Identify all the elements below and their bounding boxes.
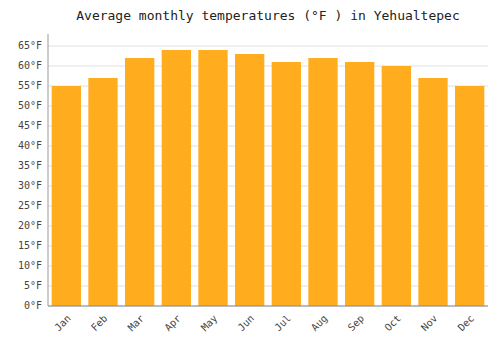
- x-tick-label: Sep: [346, 313, 367, 334]
- bar: [52, 86, 81, 306]
- bar: [418, 78, 447, 306]
- x-tick-label: Aug: [309, 313, 330, 334]
- x-tick-label: Jun: [236, 313, 257, 334]
- y-tick-label: 25°F: [18, 200, 42, 211]
- y-tick-label: 15°F: [18, 240, 42, 251]
- y-tick-label: 40°F: [18, 140, 42, 151]
- x-tick-label: Oct: [382, 313, 403, 334]
- y-tick-label: 65°F: [18, 40, 42, 51]
- x-tick-label: May: [199, 313, 220, 334]
- y-axis: 0°F 5°F 10°F 15°F 20°F 25°F 30°F 35°F 40°F 45°F 50…: [18, 40, 42, 311]
- x-tick-label: Nov: [419, 313, 440, 334]
- chart-svg: 0°F 5°F 10°F 15°F 20°F 25°F 30°F 35°F 40°F 45°F 50…: [0, 0, 500, 350]
- bar: [198, 50, 227, 306]
- bar: [162, 50, 191, 306]
- bar: [455, 86, 484, 306]
- y-tick-label: 35°F: [18, 160, 42, 171]
- y-tick-label: 5°F: [24, 280, 42, 291]
- bar: [345, 62, 374, 306]
- grid-line: [48, 66, 488, 67]
- y-axis-line: [48, 34, 49, 306]
- y-tick-label: 55°F: [18, 80, 42, 91]
- y-tick-label: 50°F: [18, 100, 42, 111]
- x-tick-label: Feb: [89, 313, 110, 334]
- bar: [235, 54, 264, 306]
- y-tick-label: 45°F: [18, 120, 42, 131]
- bar: [382, 66, 411, 306]
- x-tick-label: Dec: [456, 313, 477, 334]
- bar: [88, 78, 117, 306]
- y-tick-label: 0°F: [24, 300, 42, 311]
- y-tick-label: 60°F: [18, 60, 42, 71]
- x-tick-label: Jul: [272, 313, 293, 334]
- y-tick-label: 10°F: [18, 260, 42, 271]
- bar: [272, 62, 301, 306]
- grid: [48, 46, 488, 306]
- title: Average monthly temperatures (°F ) in Ye…: [76, 8, 460, 23]
- x-tick-label: Mar: [126, 313, 147, 334]
- x-tick-label: Apr: [162, 313, 183, 334]
- bars: [52, 50, 485, 306]
- x-axis-line: [48, 306, 488, 307]
- bar: [308, 58, 337, 306]
- grid-line: [48, 46, 488, 47]
- grid-line: [48, 306, 488, 307]
- bar: [125, 58, 154, 306]
- y-tick-label: 30°F: [18, 180, 42, 191]
- x-axis: Jan Feb Mar Apr May Jun Jul Aug Sep Oct Nov Dec: [52, 313, 476, 334]
- chart-container: 0°F 5°F 10°F 15°F 20°F 25°F 30°F 35°F 40°F 45°F 50…: [0, 0, 500, 350]
- y-tick-label: 20°F: [18, 220, 42, 231]
- x-tick-label: Jan: [52, 313, 73, 334]
